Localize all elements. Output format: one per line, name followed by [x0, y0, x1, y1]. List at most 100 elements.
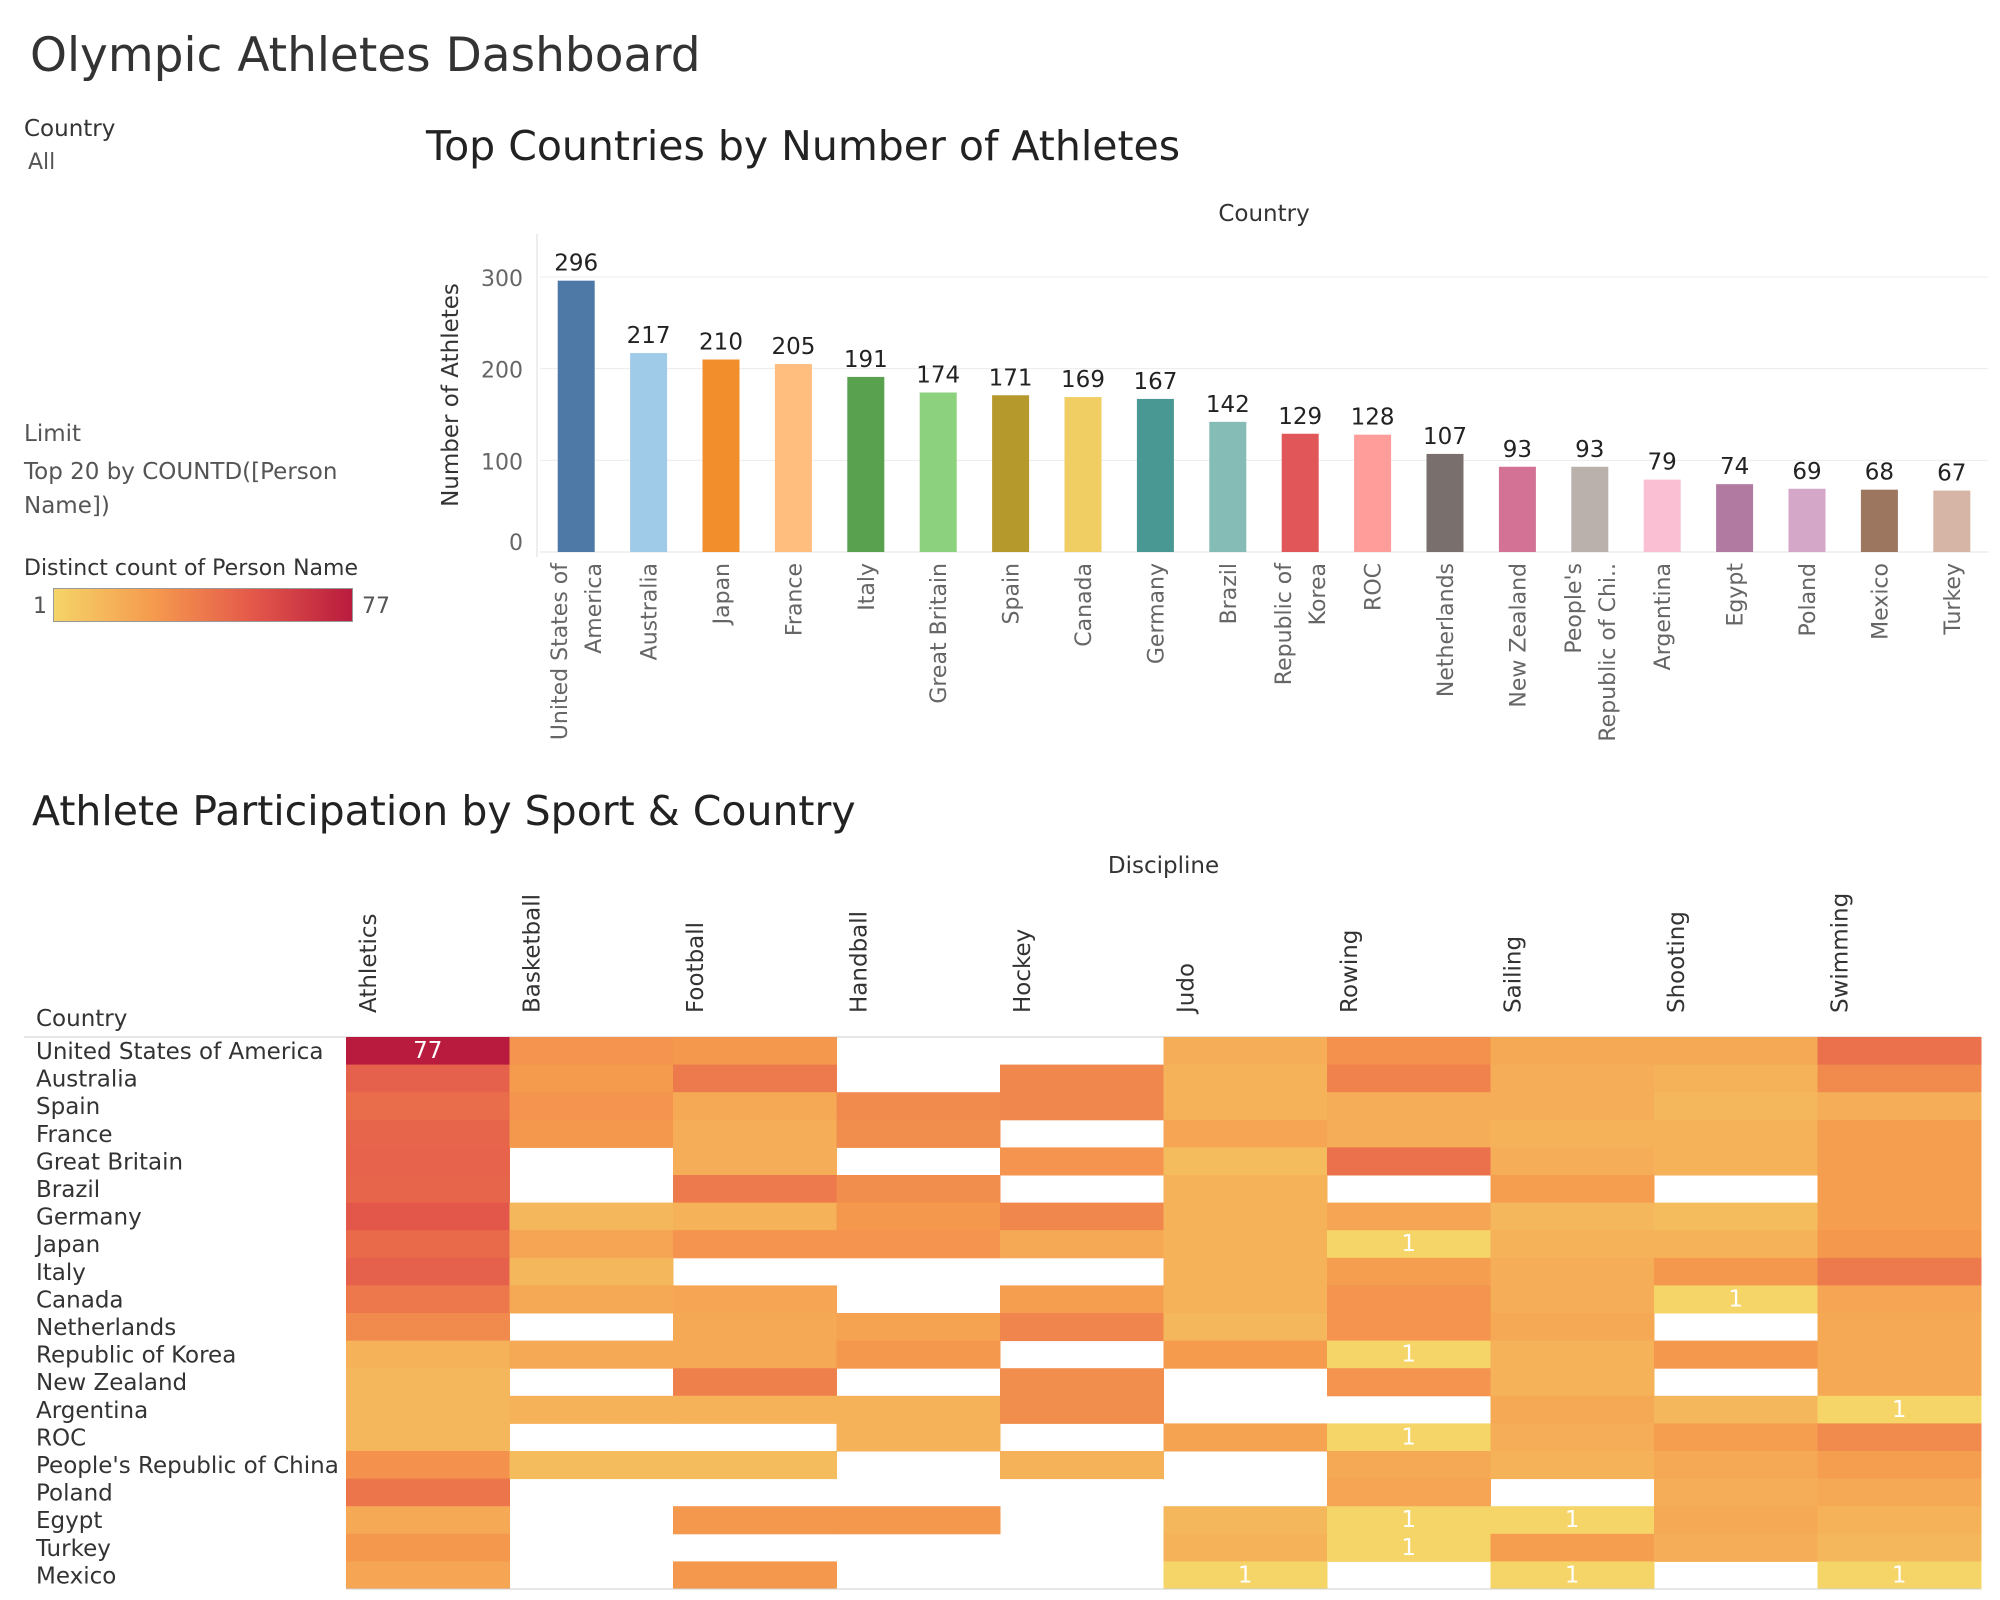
- heatmap-cell: [1654, 1506, 1818, 1535]
- heatmap-cell: [1000, 1202, 1164, 1231]
- heatmap-column-label: Basketball: [520, 894, 546, 1013]
- x-tick-label: People's: [1562, 563, 1587, 654]
- heatmap-cell: [509, 1340, 674, 1369]
- heatmap-row-label: Netherlands: [36, 1315, 176, 1341]
- heatmap-cell: [1163, 1285, 1328, 1314]
- heatmap-cell: [1490, 1340, 1655, 1369]
- heatmap-cell: [1817, 1175, 1982, 1204]
- heatmap-cell: [836, 1119, 1001, 1148]
- heatmap-cell: [346, 1257, 510, 1286]
- x-tick-label: Germany: [1144, 563, 1169, 664]
- heatmap-cell: [673, 1202, 837, 1231]
- heatmap-cell: [346, 1340, 510, 1369]
- heatmap-cell: [673, 1064, 837, 1093]
- heatmap-cell: [1163, 1037, 1328, 1066]
- heatmap-cell-label: 1: [1401, 1535, 1416, 1561]
- heatmap-cell: [673, 1451, 837, 1480]
- limit-value: Top 20 by COUNTD([Person Name]): [24, 459, 338, 519]
- heatmap-cell: [1490, 1202, 1655, 1231]
- bar: [774, 364, 812, 552]
- heatmap-cell-label: 1: [1565, 1507, 1580, 1533]
- heatmap-cell-label: 1: [1565, 1562, 1580, 1588]
- color-legend-gradient[interactable]: [53, 588, 353, 622]
- heatmap-cell: [673, 1368, 837, 1397]
- y-tick-label: 0: [509, 531, 523, 556]
- heatmap-row-label: New Zealand: [36, 1370, 187, 1396]
- heatmap-row-label: Canada: [36, 1287, 124, 1313]
- heatmap-cell: [1654, 1478, 1818, 1507]
- x-tick-label: Italy: [855, 563, 880, 611]
- bar: [1498, 466, 1536, 552]
- heatmap-cell: [1490, 1368, 1655, 1397]
- heatmap-cell: [1327, 1313, 1491, 1342]
- heatmap-cell: [509, 1230, 674, 1259]
- heatmap-cell: [1817, 1340, 1982, 1369]
- heatmap-cell: [1490, 1423, 1655, 1452]
- heatmap-row-label: Germany: [36, 1205, 142, 1231]
- heatmap-cell: [1163, 1313, 1328, 1342]
- heatmap-cell: [509, 1092, 674, 1121]
- heatmap-cell: [673, 1313, 837, 1342]
- x-tick-label: Brazil: [1217, 563, 1242, 624]
- heatmap-cell-label: 1: [1401, 1507, 1416, 1533]
- heatmap-row-label: Australia: [36, 1067, 138, 1093]
- heatmap-cell: [836, 1506, 1001, 1535]
- heatmap-row-label: Brazil: [36, 1177, 100, 1203]
- bar: [1788, 488, 1826, 552]
- heatmap-cell: [1490, 1037, 1655, 1066]
- country-filter-label: Country: [24, 116, 116, 142]
- heatmap-row-label: Great Britain: [36, 1149, 183, 1175]
- heatmap-cell-label: 1: [1728, 1286, 1743, 1312]
- heatmap-cell: [836, 1092, 1001, 1121]
- bar-value-label: 129: [1278, 404, 1322, 430]
- country-filter-value[interactable]: All: [28, 150, 56, 175]
- heatmap-cell: [1163, 1202, 1328, 1231]
- bar: [557, 280, 595, 552]
- heatmap-column-label: Hockey: [1010, 929, 1036, 1013]
- bar-value-label: 68: [1865, 460, 1894, 486]
- heatmap-row-label: Japan: [34, 1232, 100, 1258]
- bar: [847, 376, 885, 552]
- heatmap-cell: [346, 1395, 510, 1424]
- x-tick-label: Argentina: [1651, 563, 1676, 670]
- heatmap-cell: [1327, 1147, 1491, 1176]
- bar-value-label: 69: [1792, 459, 1821, 485]
- heatmap-row-header: Country: [36, 1006, 127, 1032]
- y-tick-label: 100: [481, 450, 523, 475]
- heatmap-cell: [346, 1064, 510, 1093]
- heatmap-cell: [346, 1506, 510, 1535]
- heatmap-cell-label: 1: [1892, 1397, 1907, 1423]
- heatmap-column-label: Shooting: [1664, 911, 1690, 1013]
- heatmap-row-label: Egypt: [36, 1508, 102, 1534]
- heatmap-column-label: Judo: [1174, 963, 1200, 1015]
- heatmap-row-label: Argentina: [36, 1398, 148, 1424]
- heatmap-cell: [1000, 1285, 1164, 1314]
- heatmap-cell: [836, 1202, 1001, 1231]
- heatmap-row-label: United States of America: [36, 1039, 323, 1065]
- x-tick-label: Netherlands: [1434, 563, 1459, 697]
- heatmap-title: Athlete Participation by Sport & Country: [32, 787, 856, 835]
- heatmap-row-label: Turkey: [35, 1536, 111, 1562]
- heatmap-cell: [1490, 1561, 1655, 1590]
- heatmap-cell: [1163, 1119, 1328, 1148]
- heatmap-cell: [1654, 1285, 1818, 1314]
- heatmap-cell: [1654, 1119, 1818, 1148]
- heatmap-cell: [1327, 1340, 1491, 1369]
- bar: [1354, 434, 1392, 552]
- heatmap-cell-label: 1: [1892, 1562, 1907, 1588]
- heatmap-row-label: Republic of Korea: [36, 1343, 236, 1369]
- heatmap-cell: [1817, 1368, 1982, 1397]
- heatmap-cell: [1654, 1257, 1818, 1286]
- heatmap-cell: [1654, 1340, 1818, 1369]
- heatmap-row-label: ROC: [36, 1425, 86, 1451]
- heatmap-cell: [1817, 1313, 1982, 1342]
- heatmap-cell: [1817, 1147, 1982, 1176]
- heatmap-cell: [673, 1092, 837, 1121]
- heatmap-cell: [509, 1257, 674, 1286]
- heatmap-cell: [1163, 1230, 1328, 1259]
- heatmap-cell: [1654, 1037, 1818, 1066]
- heatmap-cell: [1654, 1092, 1818, 1121]
- heatmap-cell: [1000, 1092, 1164, 1121]
- bar-value-label: 205: [771, 334, 815, 360]
